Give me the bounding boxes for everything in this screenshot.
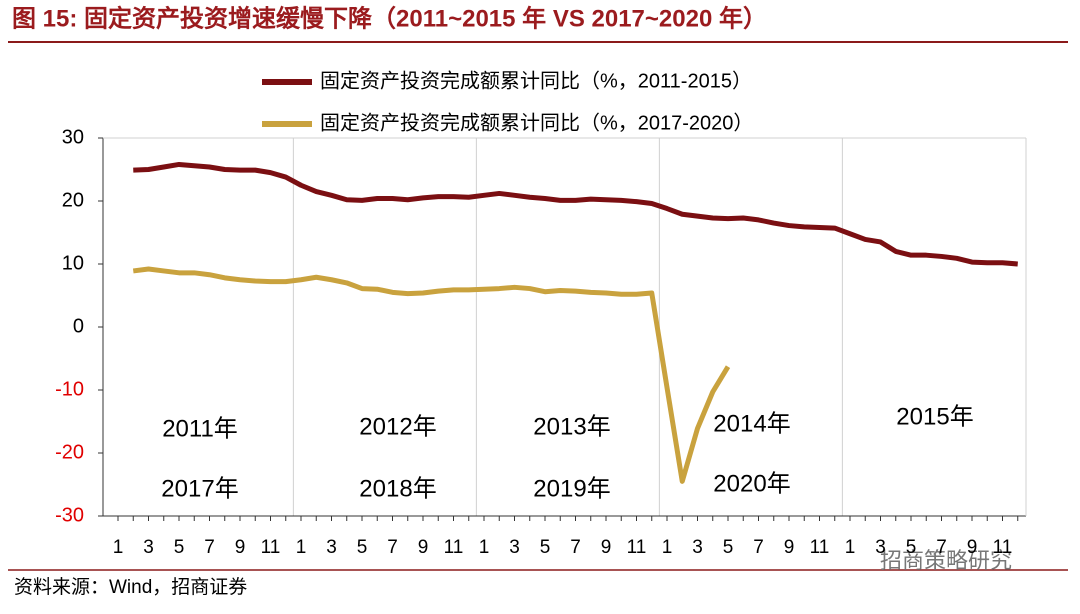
series-line bbox=[132, 266, 731, 484]
x-tick-label: 1 bbox=[113, 537, 124, 558]
x-tick-label: 11 bbox=[810, 537, 830, 558]
x-tick-label: 3 bbox=[326, 537, 337, 558]
y-tick-label: 10 bbox=[62, 252, 84, 274]
x-tick-label: 9 bbox=[418, 537, 429, 558]
year-annotation: 2018年 bbox=[359, 475, 436, 502]
x-tick-label: 11 bbox=[444, 537, 464, 558]
x-tick-label: 9 bbox=[784, 537, 795, 558]
legend-label: 固定资产投资完成额累计同比（%，2017-2020） bbox=[320, 111, 753, 134]
year-annotation: 2017年 bbox=[161, 475, 238, 502]
series-line bbox=[133, 161, 1018, 267]
x-tick-label: 3 bbox=[875, 537, 886, 558]
y-tick-label: -20 bbox=[55, 441, 84, 463]
y-tick-label: 20 bbox=[62, 189, 84, 211]
watermark: 招商策略研究 bbox=[880, 548, 1012, 573]
x-tick-label: 5 bbox=[906, 537, 917, 558]
y-tick-label: -30 bbox=[55, 504, 84, 526]
x-tick-label: 9 bbox=[967, 537, 978, 558]
year-annotation: 2020年 bbox=[713, 470, 790, 497]
x-tick-label: 11 bbox=[261, 537, 281, 558]
x-tick-label: 7 bbox=[753, 537, 764, 558]
x-tick-label: 5 bbox=[174, 537, 185, 558]
x-tick-label: 3 bbox=[692, 537, 703, 558]
x-tick-label: 1 bbox=[662, 537, 673, 558]
x-tick-label: 5 bbox=[540, 537, 551, 558]
x-tick-label: 7 bbox=[387, 537, 398, 558]
x-tick-label: 11 bbox=[993, 537, 1013, 558]
x-tick-label: 9 bbox=[601, 537, 612, 558]
y-tick-label: 30 bbox=[62, 126, 84, 148]
x-tick-label: 5 bbox=[723, 537, 734, 558]
year-annotation: 2014年 bbox=[713, 410, 790, 437]
chart-title: 图 15: 固定资产投资增速缓慢下降（2011~2015 年 VS 2017~2… bbox=[12, 4, 767, 32]
y-tick-label: -10 bbox=[55, 378, 84, 400]
x-tick-label: 3 bbox=[143, 537, 154, 558]
year-annotation: 2012年 bbox=[359, 413, 436, 440]
source: 资料来源：Wind，招商证券 bbox=[14, 576, 247, 598]
legend-label: 固定资产投资完成额累计同比（%，2011-2015） bbox=[320, 69, 752, 92]
year-annotation: 2019年 bbox=[533, 475, 610, 502]
x-tick-label: 5 bbox=[357, 537, 368, 558]
y-tick-label: 0 bbox=[73, 315, 84, 337]
x-tick-label: 3 bbox=[509, 537, 520, 558]
x-tick-label: 7 bbox=[936, 537, 947, 558]
year-annotation: 2013年 bbox=[533, 413, 610, 440]
year-annotation: 2015年 bbox=[896, 403, 973, 430]
x-tick-label: 9 bbox=[235, 537, 246, 558]
x-tick-label: 7 bbox=[570, 537, 581, 558]
year-annotation: 2011年 bbox=[162, 415, 238, 442]
x-tick-label: 11 bbox=[627, 537, 647, 558]
x-tick-label: 1 bbox=[296, 537, 307, 558]
x-tick-label: 7 bbox=[204, 537, 215, 558]
x-tick-label: 1 bbox=[479, 537, 490, 558]
x-tick-label: 1 bbox=[845, 537, 856, 558]
